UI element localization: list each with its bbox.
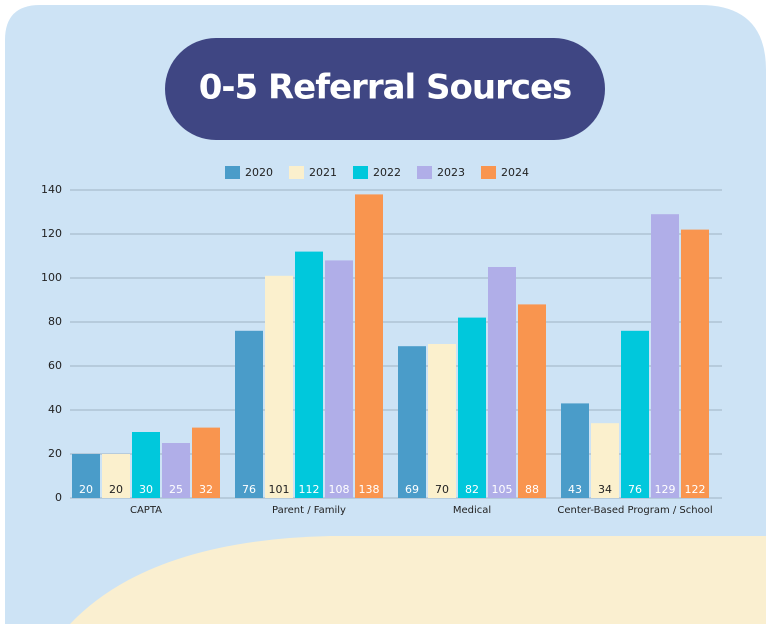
bar <box>458 317 486 498</box>
x-tick-label: Parent / Family <box>272 505 346 516</box>
x-tick-label: Medical <box>453 505 491 516</box>
value-label: 108 <box>329 483 350 496</box>
value-label: 129 <box>655 483 676 496</box>
y-tick-label: 120 <box>41 227 62 240</box>
bar <box>72 454 100 498</box>
legend-swatch <box>289 166 304 179</box>
y-tick-label: 100 <box>41 271 62 284</box>
bar <box>162 443 190 498</box>
value-label: 43 <box>568 483 582 496</box>
value-label: 25 <box>169 483 183 496</box>
value-label: 105 <box>492 483 513 496</box>
value-label: 20 <box>79 483 93 496</box>
bar <box>398 346 426 498</box>
x-tick-label: CAPTA <box>130 505 162 516</box>
bar <box>591 423 619 498</box>
legend-swatch <box>353 166 368 179</box>
value-label: 32 <box>199 483 213 496</box>
y-tick-label: 140 <box>41 183 62 196</box>
legend-swatch <box>225 166 240 179</box>
value-label: 122 <box>685 483 706 496</box>
value-label: 76 <box>628 483 642 496</box>
value-label: 20 <box>109 483 123 496</box>
legend-label: 2021 <box>309 166 337 179</box>
value-label: 69 <box>405 483 419 496</box>
value-label: 76 <box>242 483 256 496</box>
bar <box>295 251 323 498</box>
bar <box>102 454 130 498</box>
bar <box>132 432 160 498</box>
legend-label: 2024 <box>501 166 529 179</box>
legend-swatch <box>481 166 496 179</box>
y-tick-label: 20 <box>48 447 62 460</box>
title-pill <box>165 38 605 140</box>
value-label: 30 <box>139 483 153 496</box>
value-label: 138 <box>359 483 380 496</box>
bar <box>681 229 709 498</box>
value-label: 34 <box>598 483 612 496</box>
legend-swatch <box>417 166 432 179</box>
blob <box>70 536 766 624</box>
legend-label: 2022 <box>373 166 401 179</box>
value-label: 101 <box>269 483 290 496</box>
chart-title: 0-5 Referral Sources <box>199 68 572 108</box>
y-tick-label: 60 <box>48 359 62 372</box>
bar <box>428 344 456 498</box>
value-label: 88 <box>525 483 539 496</box>
value-label: 112 <box>299 483 320 496</box>
legend-label: 2023 <box>437 166 465 179</box>
bar <box>651 214 679 498</box>
bar <box>192 427 220 498</box>
bar <box>235 330 263 498</box>
y-tick-label: 80 <box>48 315 62 328</box>
bar <box>355 194 383 498</box>
value-label: 70 <box>435 483 449 496</box>
bar <box>621 330 649 498</box>
bar <box>488 267 516 498</box>
y-tick-label: 0 <box>55 491 62 504</box>
bar <box>518 304 546 498</box>
x-tick-label: Center-Based Program / School <box>557 505 712 516</box>
bar <box>265 275 293 498</box>
bar <box>561 403 589 498</box>
y-tick-label: 40 <box>48 403 62 416</box>
legend-label: 2020 <box>245 166 273 179</box>
value-label: 82 <box>465 483 479 496</box>
bar <box>325 260 353 498</box>
